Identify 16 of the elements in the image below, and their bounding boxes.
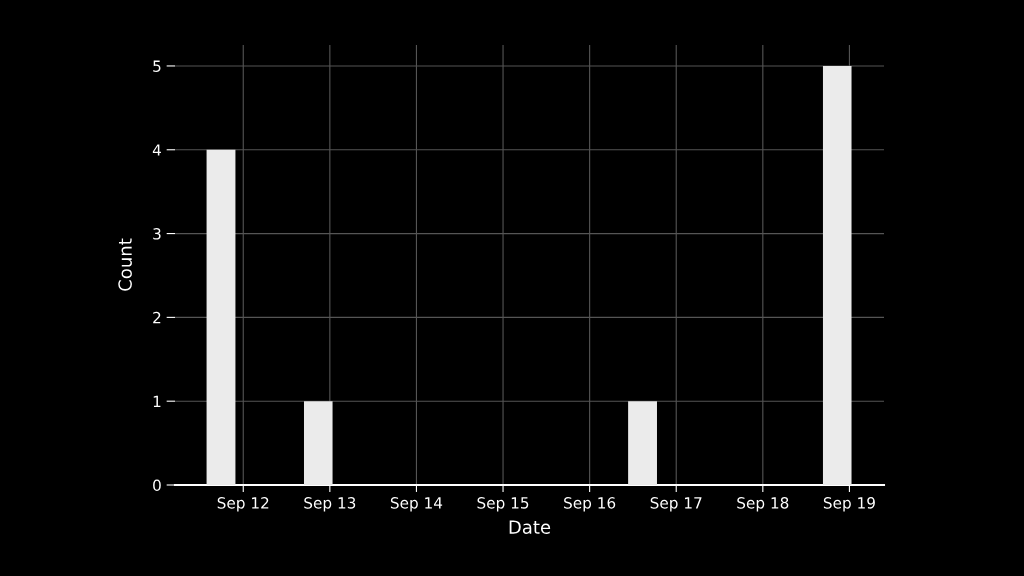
- x-tick-label: Sep 16: [564, 497, 616, 512]
- y-tick-label: 5: [153, 60, 161, 72]
- y-tick-label: 4: [152, 144, 161, 156]
- x-tick-label: Sep 17: [650, 497, 702, 512]
- x-tick-label: Sep 14: [390, 497, 443, 512]
- x-tick-label: Sep 18: [737, 497, 789, 512]
- x-tick-label: Sep 19: [823, 497, 875, 512]
- y-axis-title: Count: [118, 238, 132, 291]
- y-tick-label: 0: [153, 479, 161, 492]
- x-tick-label: Sep 15: [477, 497, 529, 512]
- y-tick-label: 1: [153, 395, 161, 407]
- x-axis-title: Date: [509, 520, 551, 534]
- x-tick-label: Sep 13: [304, 497, 356, 512]
- x-tick-label: Sep 12: [217, 497, 269, 512]
- y-tick-label: 2: [153, 311, 161, 324]
- y-tick-label: 3: [153, 228, 161, 240]
